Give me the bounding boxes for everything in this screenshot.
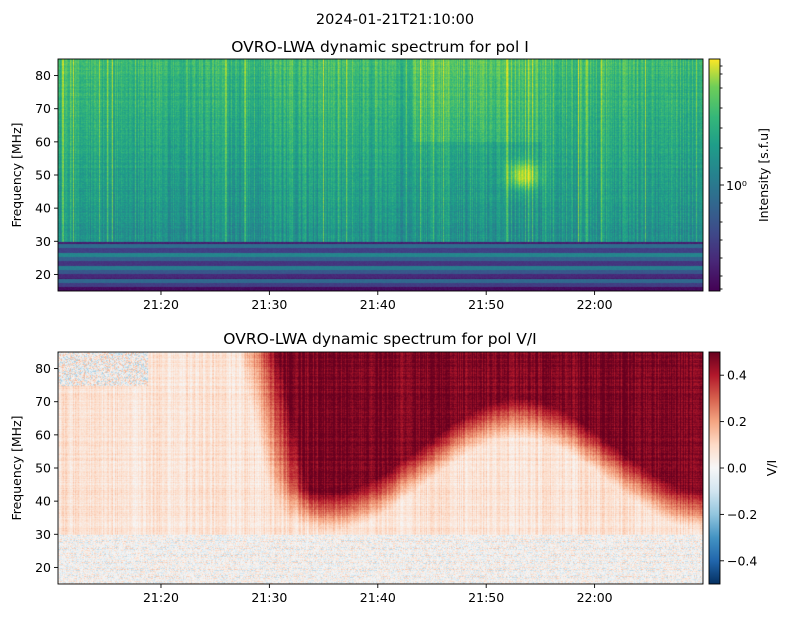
colorbar-tick-label: −0.4 xyxy=(727,553,757,568)
x-tick-label: 21:50 xyxy=(468,297,504,312)
panel-1-colorbar-frame xyxy=(708,58,721,292)
panel-1-colorbar xyxy=(709,59,720,291)
y-tick-label: 80 xyxy=(35,361,51,376)
y-tick-label: 70 xyxy=(35,394,51,409)
x-tick-label: 22:00 xyxy=(577,297,613,312)
x-tick-label: 21:30 xyxy=(251,297,287,312)
panel-2-heatmap xyxy=(58,352,703,584)
x-tick-label: 21:40 xyxy=(360,590,396,605)
y-tick-label: 30 xyxy=(35,527,51,542)
panel-2-title: OVRO-LWA dynamic spectrum for pol V/I xyxy=(223,330,536,348)
colorbar-tick-label: 0.2 xyxy=(727,414,747,429)
panel-1-colorbar-tick-label: 10⁰ xyxy=(726,178,747,193)
y-tick-label: 50 xyxy=(35,461,51,476)
y-tick-label: 60 xyxy=(35,134,51,149)
y-tick-label: 40 xyxy=(35,494,51,509)
y-tick-label: 50 xyxy=(35,168,51,183)
panel-2-y-axis-label: Frequency [MHz] xyxy=(9,415,24,520)
x-tick-label: 21:20 xyxy=(143,590,179,605)
panel-stokes-v-over-i: OVRO-LWA dynamic spectrum for pol V/I 21… xyxy=(9,330,779,605)
x-tick-label: 22:00 xyxy=(577,590,613,605)
colorbar-tick-label: 0.0 xyxy=(727,461,747,476)
x-tick-label: 21:40 xyxy=(360,297,396,312)
y-tick-label: 20 xyxy=(35,560,51,575)
x-tick-label: 21:30 xyxy=(251,590,287,605)
panel-1-y-axis-label: Frequency [MHz] xyxy=(9,122,24,227)
x-tick-label: 21:50 xyxy=(468,590,504,605)
y-tick-label: 60 xyxy=(35,427,51,442)
panel-stokes-i: OVRO-LWA dynamic spectrum for pol I 21:2… xyxy=(9,38,771,312)
colorbar-tick-label: 0.4 xyxy=(727,368,747,383)
panel-2-colorbar-label: V/I xyxy=(764,460,779,476)
y-tick-label: 40 xyxy=(35,201,51,216)
x-tick-label: 21:20 xyxy=(143,297,179,312)
panel-1-heatmap xyxy=(58,59,703,291)
y-tick-label: 30 xyxy=(35,234,51,249)
panel-1-colorbar-label: Intensity [s.f.u] xyxy=(756,128,771,222)
y-tick-label: 70 xyxy=(35,101,51,116)
colorbar-tick-label: −0.2 xyxy=(727,507,757,522)
y-tick-label: 80 xyxy=(35,68,51,83)
y-tick-label: 20 xyxy=(35,267,51,282)
panel-1-title: OVRO-LWA dynamic spectrum for pol I xyxy=(231,38,529,56)
panel-2-colorbar xyxy=(709,352,720,584)
figure-suptitle: 2024-01-21T21:10:00 xyxy=(316,12,474,28)
